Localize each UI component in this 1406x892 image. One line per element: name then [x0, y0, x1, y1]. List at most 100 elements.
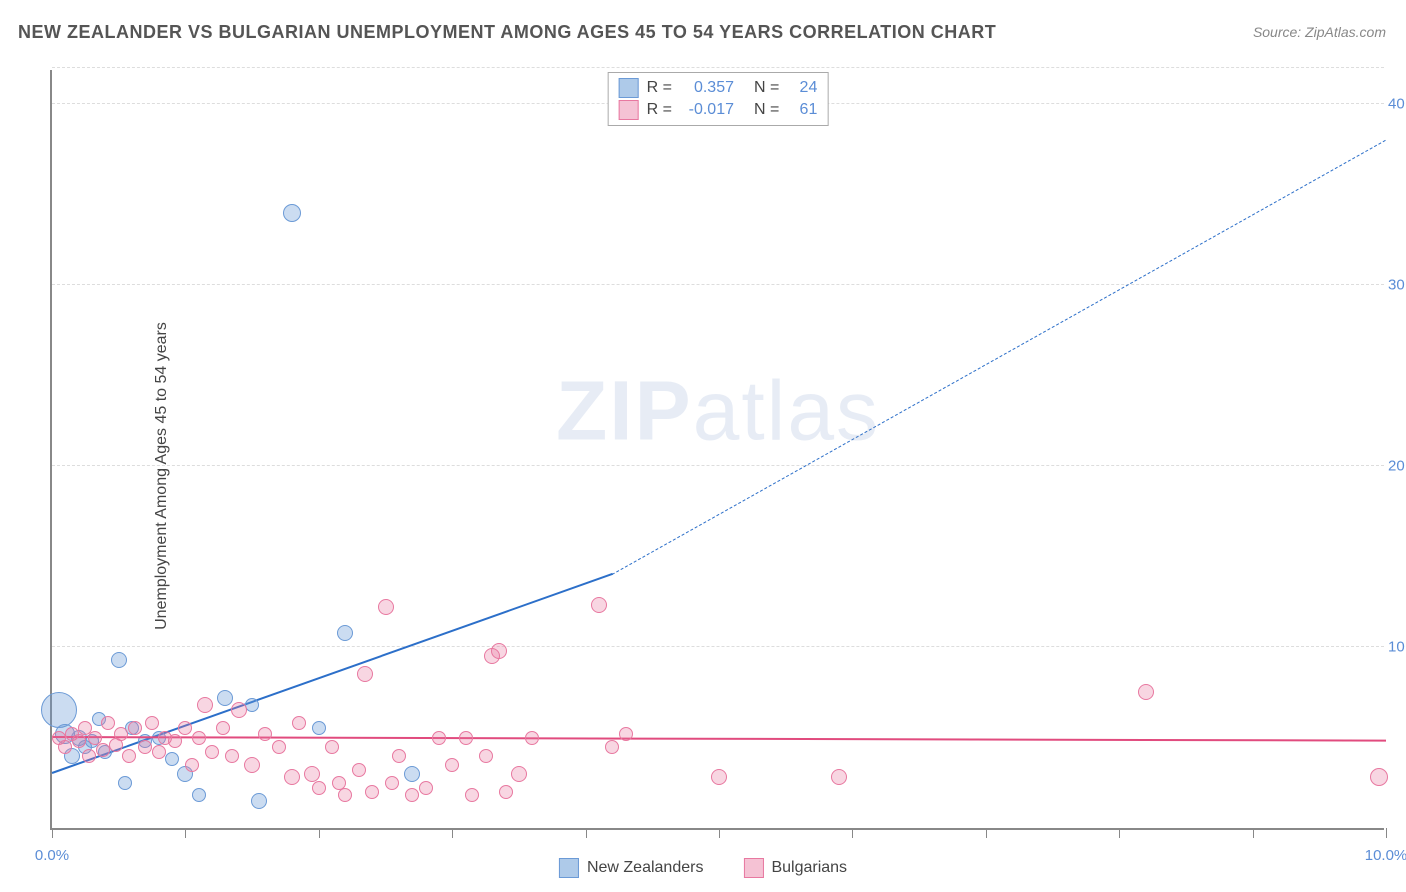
x-tick: [986, 828, 987, 838]
legend-swatch: [619, 78, 639, 98]
data-point: [192, 731, 206, 745]
data-point: [491, 643, 507, 659]
data-point: [244, 757, 260, 773]
data-point: [88, 731, 102, 745]
data-point: [111, 652, 127, 668]
data-point: [283, 204, 301, 222]
data-point: [459, 731, 473, 745]
gridline: [52, 465, 1384, 466]
data-point: [419, 781, 433, 795]
series-legend: New Zealanders Bulgarians: [559, 858, 847, 878]
legend-row: R =0.357N =24: [619, 77, 818, 99]
data-point: [152, 745, 166, 759]
data-point: [217, 690, 233, 706]
data-point: [41, 692, 77, 728]
data-point: [118, 776, 132, 790]
data-point: [378, 599, 394, 615]
data-point: [1370, 768, 1388, 786]
data-point: [385, 776, 399, 790]
source-attribution: Source: ZipAtlas.com: [1253, 24, 1386, 40]
data-point: [831, 769, 847, 785]
x-tick: [185, 828, 186, 838]
data-point: [445, 758, 459, 772]
data-point: [192, 788, 206, 802]
x-tick: [1386, 828, 1387, 838]
data-point: [465, 788, 479, 802]
data-point: [138, 740, 152, 754]
n-label: N =: [754, 101, 779, 119]
data-point: [216, 721, 230, 735]
data-point: [511, 766, 527, 782]
n-value: 24: [787, 79, 817, 97]
data-point: [605, 740, 619, 754]
data-point: [312, 781, 326, 795]
data-point: [499, 785, 513, 799]
data-point: [405, 788, 419, 802]
data-point: [58, 740, 72, 754]
legend-label: Bulgarians: [771, 859, 847, 877]
data-point: [357, 666, 373, 682]
data-point: [82, 749, 96, 763]
chart-title: NEW ZEALANDER VS BULGARIAN UNEMPLOYMENT …: [18, 22, 996, 43]
x-tick-label: 0.0%: [35, 847, 69, 864]
legend-row: R =-0.017N =61: [619, 99, 818, 121]
data-point: [352, 763, 366, 777]
data-point: [128, 721, 142, 735]
trend-line: [612, 139, 1386, 574]
data-point: [225, 749, 239, 763]
data-point: [251, 793, 267, 809]
legend-item: Bulgarians: [743, 858, 847, 878]
data-point: [101, 716, 115, 730]
correlation-legend: R =0.357N =24R =-0.017N =61: [608, 72, 829, 126]
data-point: [122, 749, 136, 763]
data-point: [165, 752, 179, 766]
x-tick: [319, 828, 320, 838]
data-point: [1138, 684, 1154, 700]
data-point: [185, 758, 199, 772]
data-point: [338, 788, 352, 802]
data-point: [72, 734, 86, 748]
r-value: 0.357: [680, 79, 734, 97]
data-point: [619, 727, 633, 741]
legend-swatch: [743, 858, 763, 878]
data-point: [404, 766, 420, 782]
data-point: [178, 721, 192, 735]
data-point: [392, 749, 406, 763]
gridline: [52, 284, 1384, 285]
gridline: [52, 646, 1384, 647]
legend-swatch: [619, 100, 639, 120]
chart-container: Unemployment Among Ages 45 to 54 years Z…: [0, 60, 1406, 892]
data-point: [258, 727, 272, 741]
y-tick-label: 30.0%: [1388, 277, 1406, 294]
r-label: R =: [647, 79, 672, 97]
x-tick: [852, 828, 853, 838]
legend-label: New Zealanders: [587, 859, 704, 877]
data-point: [168, 734, 182, 748]
x-tick: [1253, 828, 1254, 838]
data-point: [525, 731, 539, 745]
data-point: [114, 727, 128, 741]
data-point: [304, 766, 320, 782]
data-point: [284, 769, 300, 785]
data-point: [365, 785, 379, 799]
data-point: [245, 698, 259, 712]
data-point: [337, 625, 353, 641]
y-tick-label: 10.0%: [1388, 639, 1406, 656]
legend-swatch: [559, 858, 579, 878]
n-value: 61: [787, 101, 817, 119]
data-point: [96, 743, 110, 757]
x-tick-label: 10.0%: [1365, 847, 1406, 864]
data-point: [292, 716, 306, 730]
data-point: [325, 740, 339, 754]
data-point: [272, 740, 286, 754]
data-point: [312, 721, 326, 735]
x-tick: [1119, 828, 1120, 838]
watermark-rest: atlas: [693, 364, 880, 458]
y-tick-label: 40.0%: [1388, 96, 1406, 113]
data-point: [591, 597, 607, 613]
plot-area: ZIPatlas R =0.357N =24R =-0.017N =61 10.…: [50, 70, 1384, 830]
legend-item: New Zealanders: [559, 858, 704, 878]
data-point: [205, 745, 219, 759]
x-tick: [586, 828, 587, 838]
data-point: [231, 702, 247, 718]
